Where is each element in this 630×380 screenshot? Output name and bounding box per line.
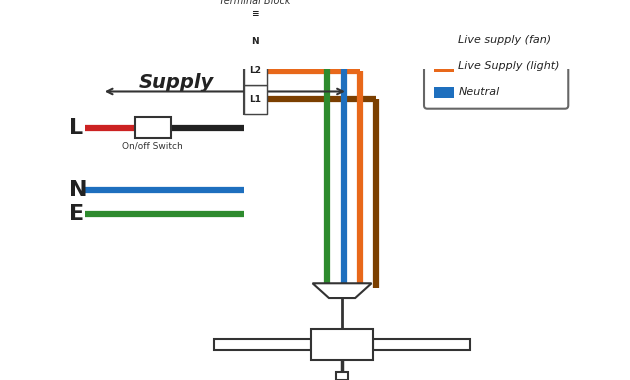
FancyBboxPatch shape (244, 0, 266, 114)
Text: L1: L1 (249, 95, 261, 104)
Polygon shape (312, 283, 372, 298)
FancyBboxPatch shape (244, 56, 266, 85)
Text: Live Supply (light): Live Supply (light) (459, 61, 560, 71)
FancyBboxPatch shape (434, 35, 454, 46)
FancyBboxPatch shape (214, 339, 311, 350)
Text: L: L (69, 117, 83, 138)
FancyBboxPatch shape (424, 19, 568, 109)
Text: ≡: ≡ (251, 9, 259, 18)
Text: E: E (69, 204, 84, 225)
Text: Supply: Supply (139, 73, 214, 92)
FancyBboxPatch shape (244, 85, 266, 114)
Text: L2: L2 (249, 66, 261, 75)
Text: Live supply (fan): Live supply (fan) (459, 35, 552, 45)
Text: Terminal Block: Terminal Block (219, 0, 291, 6)
FancyBboxPatch shape (373, 339, 470, 350)
FancyBboxPatch shape (135, 117, 171, 138)
FancyBboxPatch shape (434, 61, 454, 72)
FancyBboxPatch shape (244, 0, 266, 27)
FancyBboxPatch shape (434, 87, 454, 98)
FancyBboxPatch shape (244, 27, 266, 56)
Text: N: N (69, 180, 88, 200)
FancyBboxPatch shape (311, 329, 373, 360)
Text: Neutral: Neutral (459, 87, 500, 97)
Text: N: N (251, 37, 259, 46)
Text: On/off Switch: On/off Switch (122, 141, 183, 150)
FancyBboxPatch shape (336, 372, 348, 380)
